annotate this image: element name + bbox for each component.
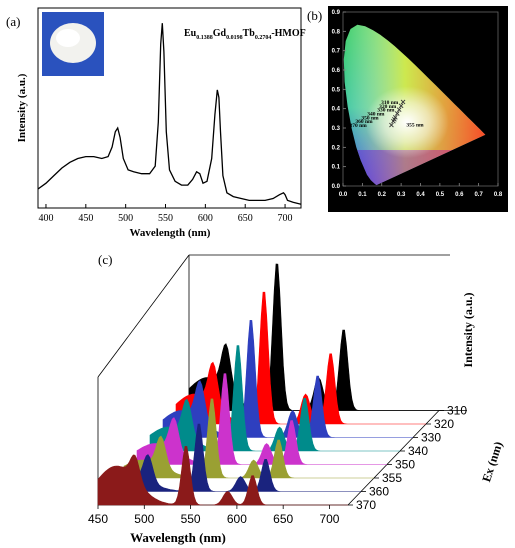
panel-b-x-tick-label: 0.0 (339, 192, 348, 198)
panel-c-y-axis-label: Intensity (a.u.) (461, 292, 475, 367)
cie-point-label: 360 nm (355, 119, 373, 125)
panel-c-x-tick-label: 450 (88, 512, 108, 526)
panel-b-x-tick-label: 0.5 (436, 192, 445, 198)
panel-a-x-tick-label: 550 (158, 213, 173, 224)
panel-c-z-tick-label: 370 (356, 498, 376, 512)
cie-point-marker (394, 111, 400, 116)
excitation-series-370 (97, 445, 348, 506)
panel-c-frame-edge (97, 254, 190, 378)
panel-a-x-tick-label: 600 (198, 213, 213, 224)
panel-c-z-tick-label: 310 (447, 404, 467, 418)
panel-c-x-axis-label: Wavelength (nm) (130, 530, 226, 545)
panel-b-y-tick-label: 0.0 (332, 184, 341, 190)
panel-b-x-tick-label: 0.7 (474, 192, 483, 198)
panel-b-y-tick-label: 0.6 (332, 68, 341, 74)
panel-c-z-tick-label: 340 (408, 444, 428, 458)
cie-point-marker (389, 122, 394, 128)
panel-b-y-tick-label: 0.1 (332, 165, 341, 171)
panel-a-x-tick-label: 650 (238, 213, 253, 224)
panel-b-y-tick-label: 0.3 (332, 126, 341, 132)
panel-a-x-ticks: 400 450 500 550 600 650 700 (38, 204, 293, 224)
cie-point-marker (400, 99, 406, 105)
panel-c-x-tick-label: 650 (273, 512, 293, 526)
cie-point-marker (392, 116, 397, 122)
panel-b-x-tick-label: 0.6 (455, 192, 464, 198)
cie-point-marker (398, 103, 404, 109)
panel-c-z-axis-label: Ex (nm) (479, 440, 505, 484)
panel-c-x-tick-label: 550 (181, 512, 201, 526)
panel-b-x-tick-label: 0.2 (378, 192, 387, 198)
panel-b-y-tick-label: 0.2 (332, 145, 341, 151)
panel-a-emission-line (37, 23, 302, 205)
panel-b-x-tick-label: 0.3 (397, 192, 406, 198)
panel-b-label: (b) (307, 8, 322, 23)
panel-c-z-tick-label: 320 (434, 417, 454, 431)
cie-point-label: 355 nm (406, 122, 424, 128)
excitation-series-330 (162, 319, 413, 438)
panel-c-z-tick-label: 355 (382, 471, 402, 485)
panel-a-x-tick-label: 450 (78, 213, 93, 224)
panel-b-x-tick-label: 0.4 (416, 192, 425, 198)
cie-point-label: 340 nm (367, 112, 385, 118)
panel-c-x-tick-label: 500 (134, 512, 154, 526)
panel-c-3d-spectra: 450 500 550 600 650 700 3103203303403503553603… (88, 254, 505, 545)
sample-photo-inset (42, 12, 104, 76)
panel-b-x-tick-label: 0.8 (494, 192, 503, 198)
panel-b-cie-chart: 0.0 0.1 0.2 0.3 0.4 0.5 0.6 0.7 0.8 0.0 0.1 0.2 0.3 0… (328, 6, 508, 212)
panel-b-y-tick-label: 0.7 (332, 49, 341, 55)
panel-c-z-tick-label: 350 (395, 458, 415, 472)
panel-a-sample-formula: Eu0.1388Gd0.0198Tb0.2704-HMOF (184, 28, 306, 41)
panel-a-y-axis-label: Intensity (a.u.) (16, 73, 28, 142)
panel-a-x-tick-label: 400 (38, 213, 53, 224)
cie-point-label: 350 nm (361, 115, 379, 121)
panel-c-axis-ticks: 450 500 550 600 650 700 3103203303403503553603… (88, 404, 467, 527)
panel-a-label: (a) (6, 14, 20, 29)
panel-a-plot-frame (37, 7, 302, 209)
panel-c-frame-edge (347, 410, 440, 506)
cie-point-label: 370 nm (349, 123, 367, 129)
cie-point-label: 330 nm (377, 108, 395, 114)
cie-point-marker (396, 107, 402, 112)
panel-b-y-tick-label: 0.4 (332, 107, 341, 113)
panel-c-x-tick-label: 700 (319, 512, 339, 526)
panel-b-y-tick-label: 0.8 (332, 29, 341, 35)
panel-b-y-tick-label: 0.9 (332, 10, 341, 16)
panel-c-label: (c) (98, 252, 112, 267)
panel-a-x-tick-label: 500 (118, 213, 133, 224)
panel-c-z-tick-label: 330 (421, 431, 441, 445)
panel-c-z-tick-label: 360 (369, 485, 389, 499)
panel-b-axis-ticks: 0.0 0.1 0.2 0.3 0.4 0.5 0.6 0.7 0.8 0.0 0.1 0.2 0.3 0… (332, 10, 503, 198)
panel-b-x-tick-label: 0.1 (358, 192, 367, 198)
cie-point-label: 320 nm (379, 104, 397, 110)
panel-a-x-axis-label: Wavelength (nm) (130, 227, 211, 239)
cie-point-label: 310 nm (381, 100, 399, 106)
panel-c-x-tick-label: 600 (227, 512, 247, 526)
panel-c-series-stack (97, 263, 439, 506)
panel-b-y-tick-label: 0.5 (332, 87, 341, 93)
panel-a-spectrum-chart: 400 450 500 550 600 650 700 Wavelength (nm) In… (16, 7, 306, 239)
panel-a-x-tick-label: 700 (278, 213, 293, 224)
